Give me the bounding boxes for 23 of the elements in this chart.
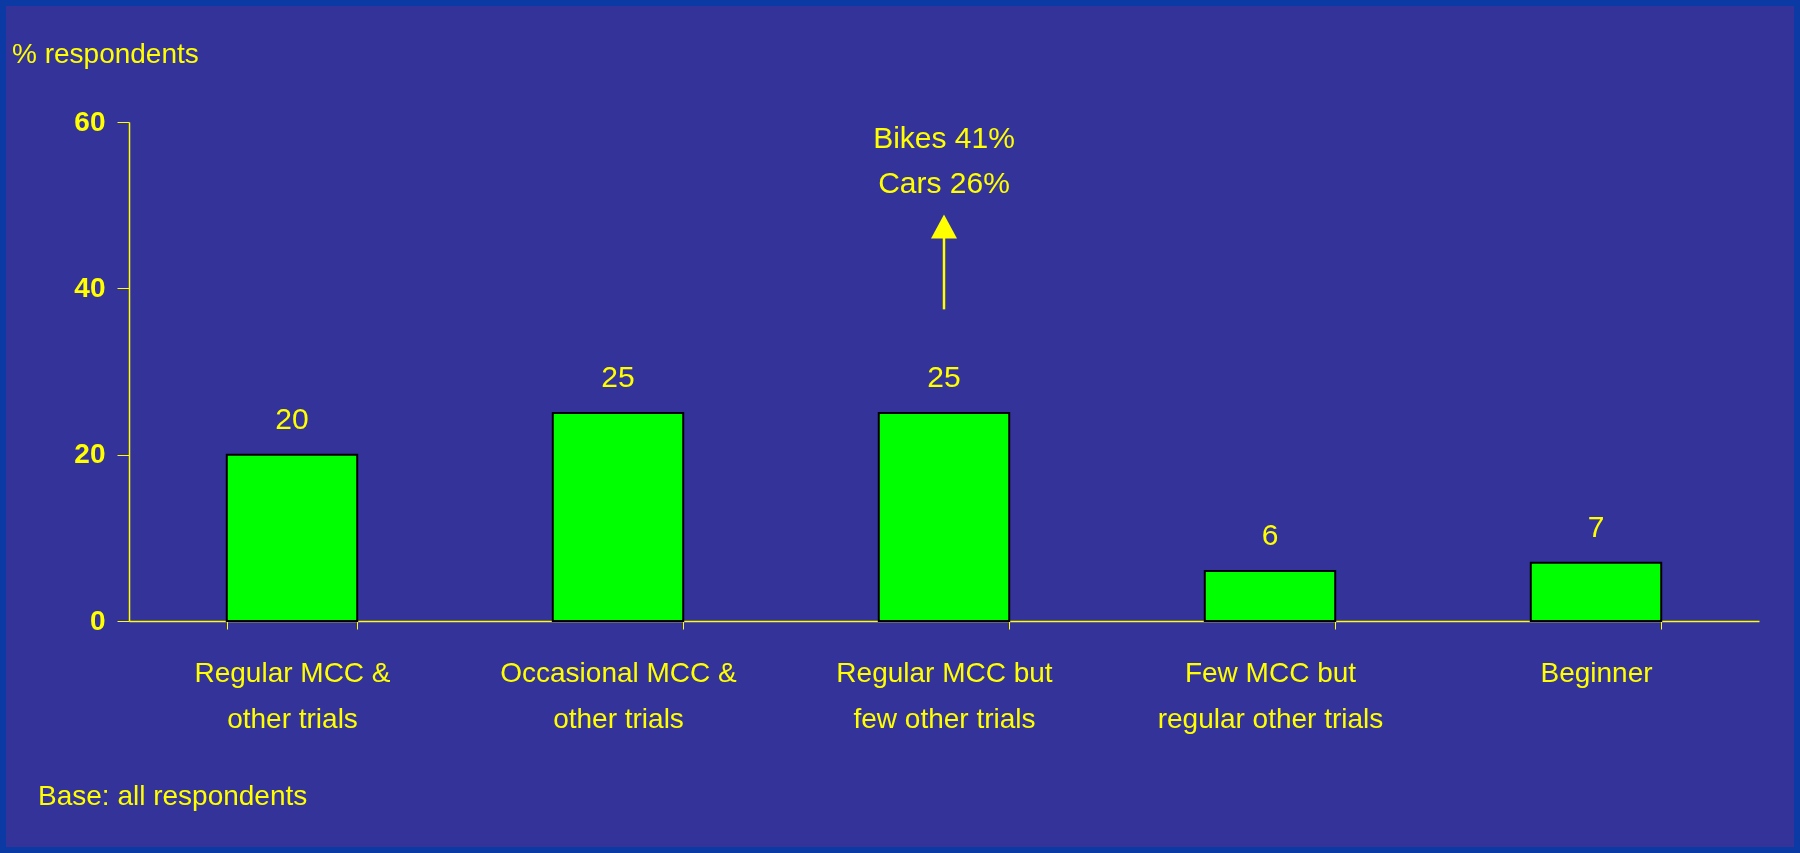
x-tick-label: Regular MCC & other trials: [194, 656, 391, 734]
y-tick-label: 20: [74, 438, 106, 470]
y-axis-title: % respondents: [12, 38, 199, 70]
x-tick-label: Few MCC but regular other trials: [1157, 656, 1384, 734]
data-label: 6: [1261, 518, 1279, 552]
bar: [225, 453, 359, 622]
bar: [877, 412, 1011, 622]
bar: [1203, 570, 1337, 622]
x-tick-label: Occasional MCC & other trials: [500, 656, 738, 734]
annotation: Bikes 41%: [873, 120, 1015, 154]
bar: [1529, 561, 1663, 622]
y-tick-label: 60: [74, 105, 106, 137]
x-tick-label: Beginner: [1540, 656, 1653, 688]
data-label: 7: [1587, 509, 1605, 543]
data-label: 25: [927, 360, 961, 394]
data-label: 25: [601, 360, 635, 394]
y-tick-label: 40: [74, 271, 106, 303]
annotation: Cars 26%: [878, 166, 1010, 200]
y-tick-label: 0: [89, 604, 106, 636]
text: Base: all respondents: [38, 780, 308, 812]
data-label: 20: [275, 401, 309, 435]
x-tick-label: Regular MCC but few other trials: [836, 656, 1053, 734]
bar: [551, 412, 685, 622]
